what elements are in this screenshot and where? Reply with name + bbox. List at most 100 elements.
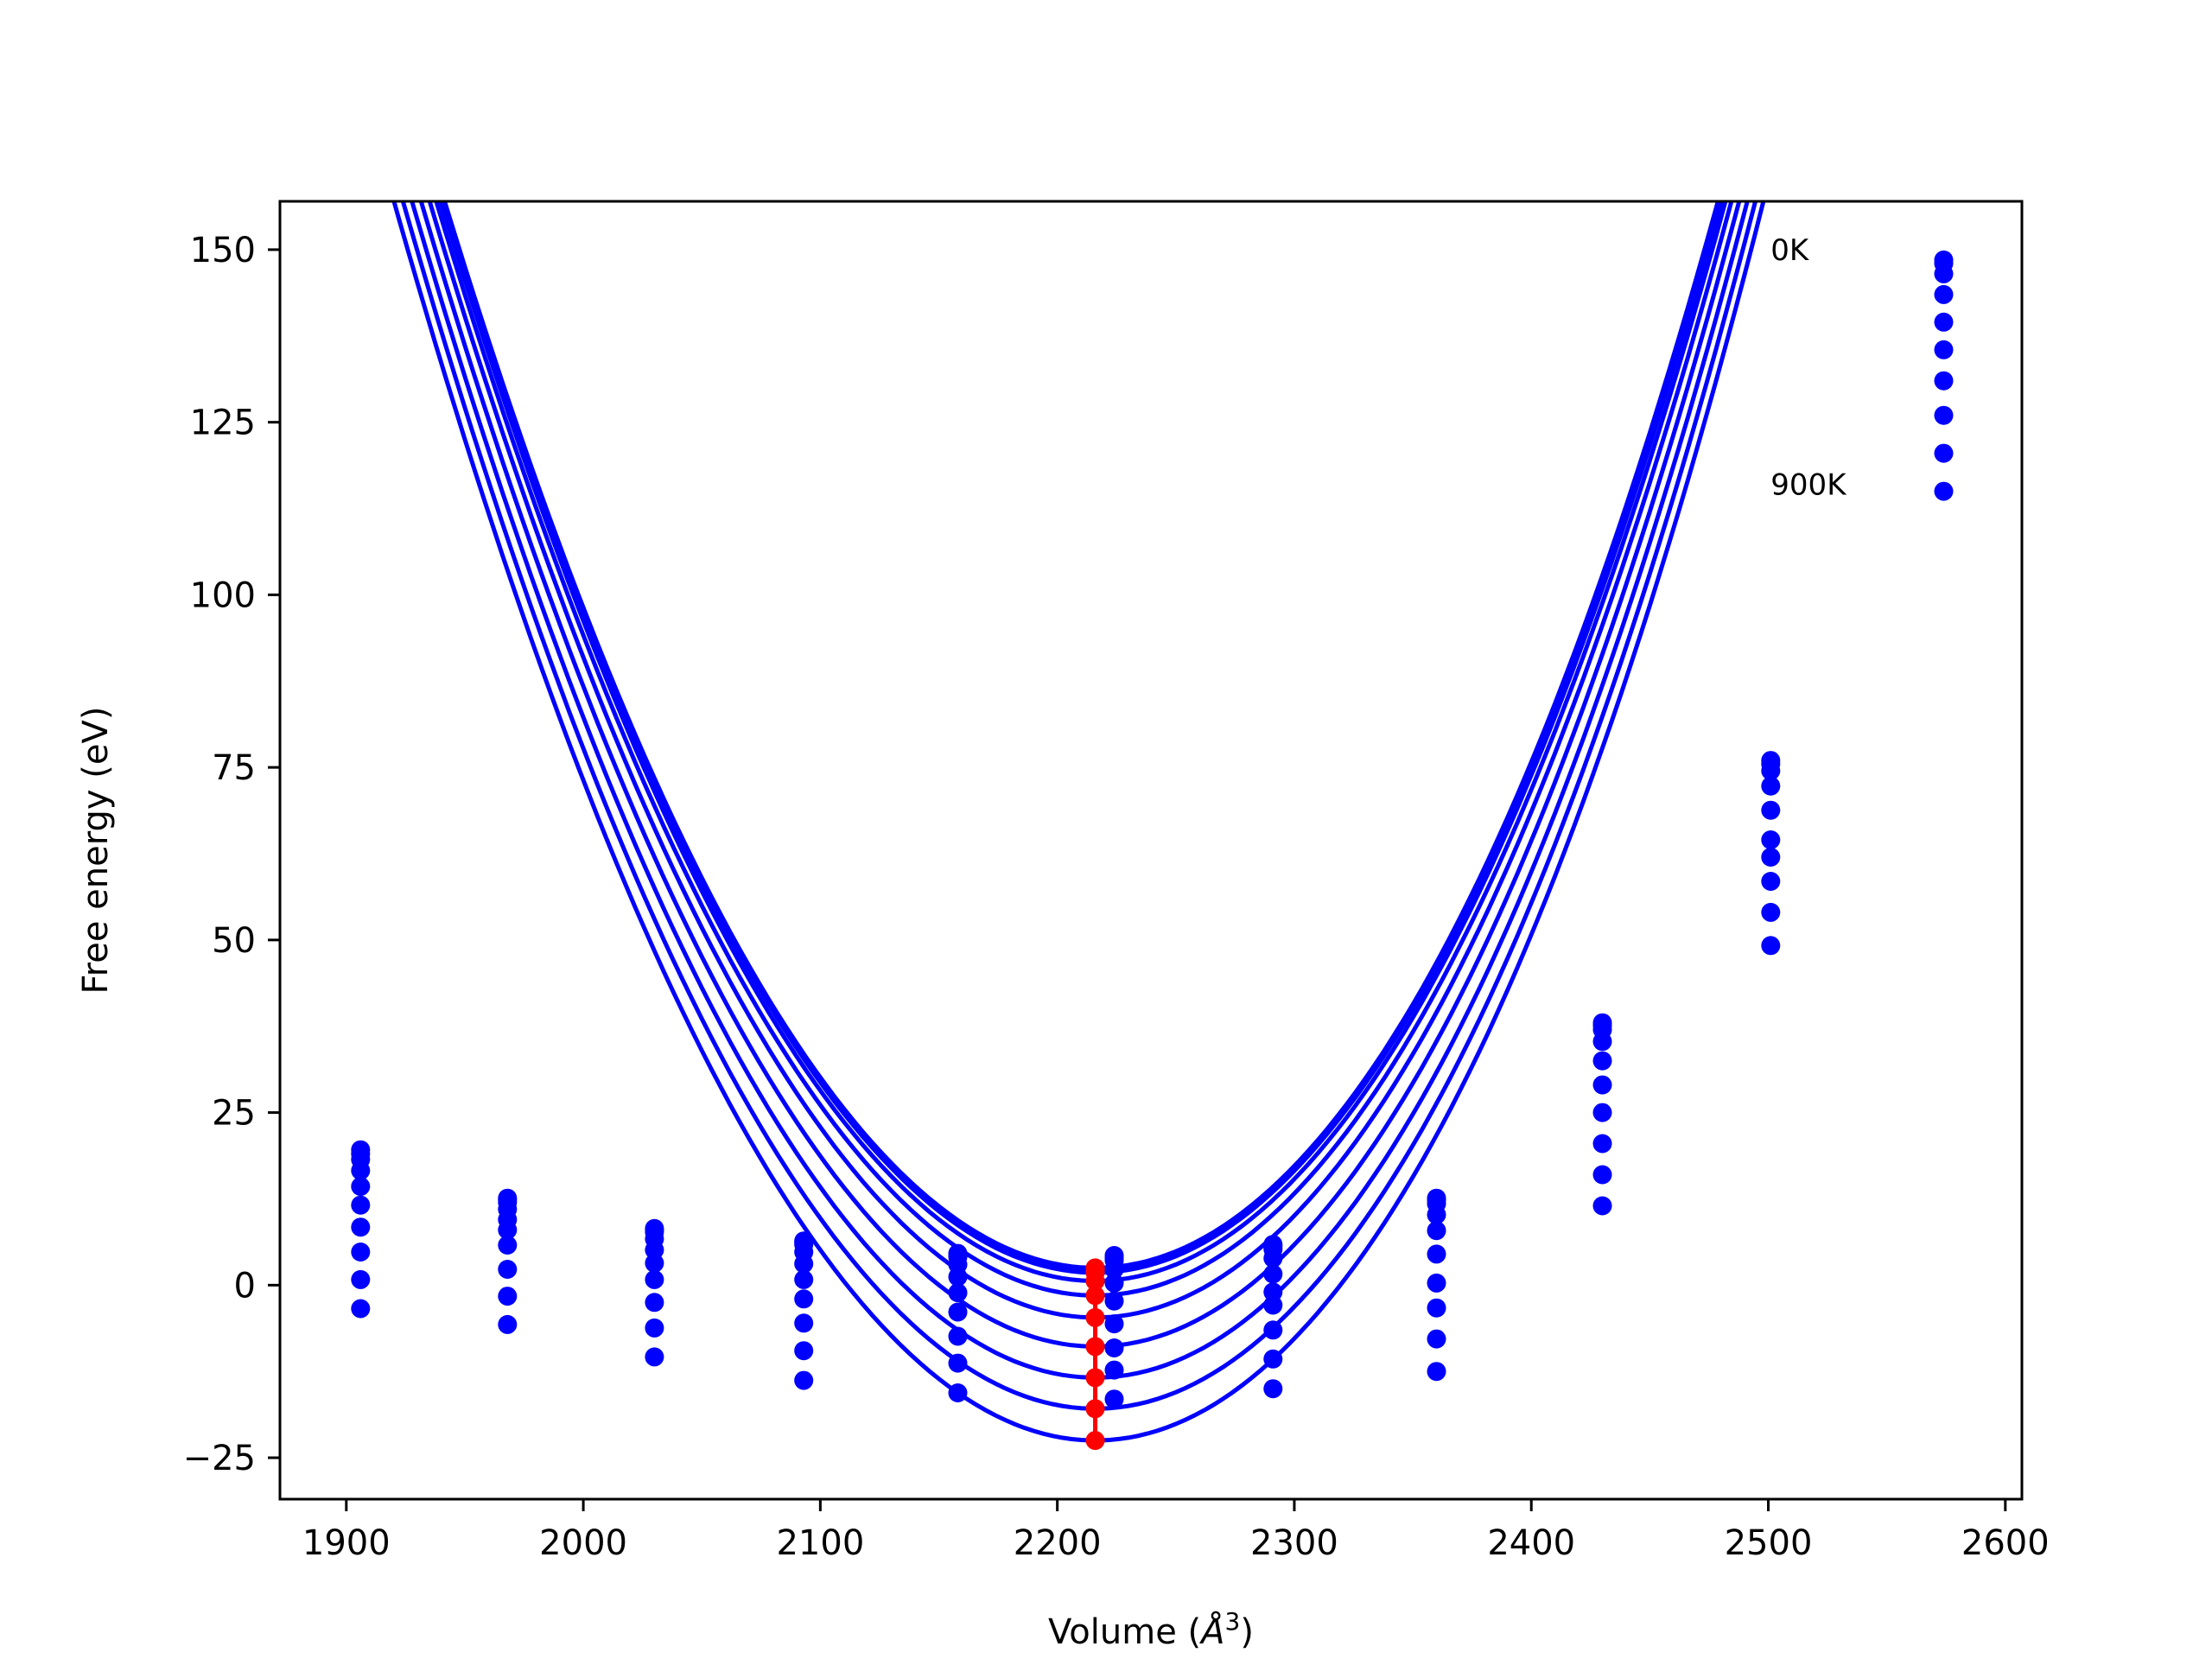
y-tick-label-100: 100: [190, 575, 256, 615]
data-point-5-4: [948, 1283, 968, 1303]
data-point-5-9: [1761, 830, 1781, 849]
data-point-9-0: [351, 1299, 371, 1319]
data-point-3-5: [1104, 1260, 1124, 1279]
fit-curve-3: [438, 201, 1724, 1283]
x-tick-label-2400: 2400: [1487, 1523, 1575, 1563]
x-tick-label-2300: 2300: [1250, 1523, 1338, 1563]
x-tick-label-2200: 2200: [1014, 1523, 1102, 1563]
data-point-2-10: [1934, 264, 1954, 283]
data-point-5-7: [1427, 1244, 1446, 1264]
plot-layer: 0K 900K: [351, 201, 1954, 1451]
y-tick-label-125: 125: [190, 404, 256, 443]
data-point-8-9: [1761, 902, 1781, 922]
data-point-8-10: [1934, 443, 1954, 463]
data-point-9-6: [1263, 1379, 1283, 1399]
annotation-0: 0K: [1770, 233, 1810, 268]
fit-curve-2: [441, 201, 1722, 1275]
data-point-7-0: [351, 1243, 371, 1262]
data-point-6-8: [1592, 1103, 1612, 1122]
data-point-4-7: [1427, 1221, 1446, 1241]
data-point-4-9: [1761, 800, 1781, 820]
data-point-9-3: [794, 1370, 814, 1390]
data-point-4-6: [1263, 1264, 1283, 1284]
data-point-9-4: [948, 1383, 968, 1402]
data-point-8-5: [1104, 1360, 1124, 1380]
data-point-8-1: [498, 1287, 518, 1306]
minimum-point-9: [1085, 1431, 1105, 1451]
y-tick-label--25: −25: [183, 1439, 256, 1478]
data-point-4-2: [645, 1240, 664, 1260]
data-point-9-2: [645, 1347, 664, 1367]
data-point-8-7: [1427, 1329, 1446, 1349]
data-point-9-7: [1427, 1362, 1446, 1382]
minimum-point-5: [1085, 1307, 1105, 1327]
data-point-7-6: [1263, 1320, 1283, 1340]
x-tick-label-2600: 2600: [1961, 1523, 2050, 1563]
fit-curve-5: [427, 201, 1734, 1320]
annotation-1: 900K: [1770, 468, 1847, 503]
data-point-5-1: [498, 1220, 518, 1240]
data-point-3-0: [351, 1160, 371, 1180]
fit-curve-7: [410, 201, 1750, 1380]
minimum-point-8: [1085, 1399, 1105, 1419]
data-point-3-6: [1263, 1249, 1283, 1268]
data-point-7-7: [1427, 1298, 1446, 1318]
y-tick-label-25: 25: [212, 1094, 256, 1134]
minimum-point-3: [1085, 1271, 1105, 1291]
minimum-point-4: [1085, 1286, 1105, 1306]
data-point-8-4: [948, 1353, 968, 1373]
data-point-5-6: [1263, 1282, 1283, 1302]
data-point-6-1: [498, 1236, 518, 1255]
data-point-4-0: [351, 1177, 371, 1197]
data-point-5-5: [1104, 1291, 1124, 1311]
data-point-3-10: [1934, 284, 1954, 304]
x-tick-label-2500: 2500: [1725, 1523, 1813, 1563]
fit-curve-4: [434, 201, 1728, 1298]
x-tick-label-2100: 2100: [776, 1523, 864, 1563]
fit-curve-9: [391, 201, 1766, 1443]
data-point-3-9: [1761, 776, 1781, 796]
data-point-6-4: [948, 1302, 968, 1322]
data-point-7-3: [794, 1313, 814, 1333]
data-point-5-3: [794, 1269, 814, 1289]
data-point-7-1: [498, 1260, 518, 1279]
x-tick-label-2000: 2000: [539, 1523, 627, 1563]
data-point-8-6: [1263, 1349, 1283, 1369]
data-point-6-9: [1761, 848, 1781, 867]
data-point-9-1: [498, 1314, 518, 1334]
data-point-6-5: [1104, 1314, 1124, 1334]
data-point-9-5: [1104, 1389, 1124, 1409]
data-point-4-4: [948, 1267, 968, 1287]
data-point-5-2: [645, 1253, 664, 1273]
data-point-6-2: [645, 1269, 664, 1289]
data-point-8-2: [645, 1318, 664, 1338]
data-point-7-5: [1104, 1338, 1124, 1357]
data-point-7-9: [1761, 872, 1781, 891]
data-point-5-10: [1934, 340, 1954, 359]
data-point-7-8: [1592, 1134, 1612, 1154]
data-point-4-10: [1934, 312, 1954, 332]
data-point-8-0: [351, 1269, 371, 1289]
data-point-6-0: [351, 1217, 371, 1237]
data-point-7-2: [645, 1293, 664, 1313]
minimum-point-7: [1085, 1368, 1105, 1388]
data-point-9-9: [1761, 936, 1781, 956]
data-point-9-10: [1934, 481, 1954, 501]
data-point-3-8: [1592, 1032, 1612, 1052]
data-point-9-8: [1592, 1196, 1612, 1216]
x-axis-label: Volume (Å3): [1048, 1607, 1254, 1652]
minimum-point-6: [1085, 1337, 1105, 1357]
data-point-5-0: [351, 1195, 371, 1215]
y-axis-label: Free energy (eV): [76, 707, 116, 995]
y-tick-label-50: 50: [212, 921, 256, 961]
data-point-4-8: [1592, 1051, 1612, 1071]
data-point-8-3: [794, 1341, 814, 1361]
y-tick-label-150: 150: [190, 231, 256, 270]
fit-curve-6: [418, 201, 1742, 1349]
fit-curve-8: [400, 201, 1758, 1411]
data-point-3-7: [1427, 1205, 1446, 1224]
data-point-7-4: [948, 1326, 968, 1346]
data-point-6-6: [1263, 1295, 1283, 1315]
